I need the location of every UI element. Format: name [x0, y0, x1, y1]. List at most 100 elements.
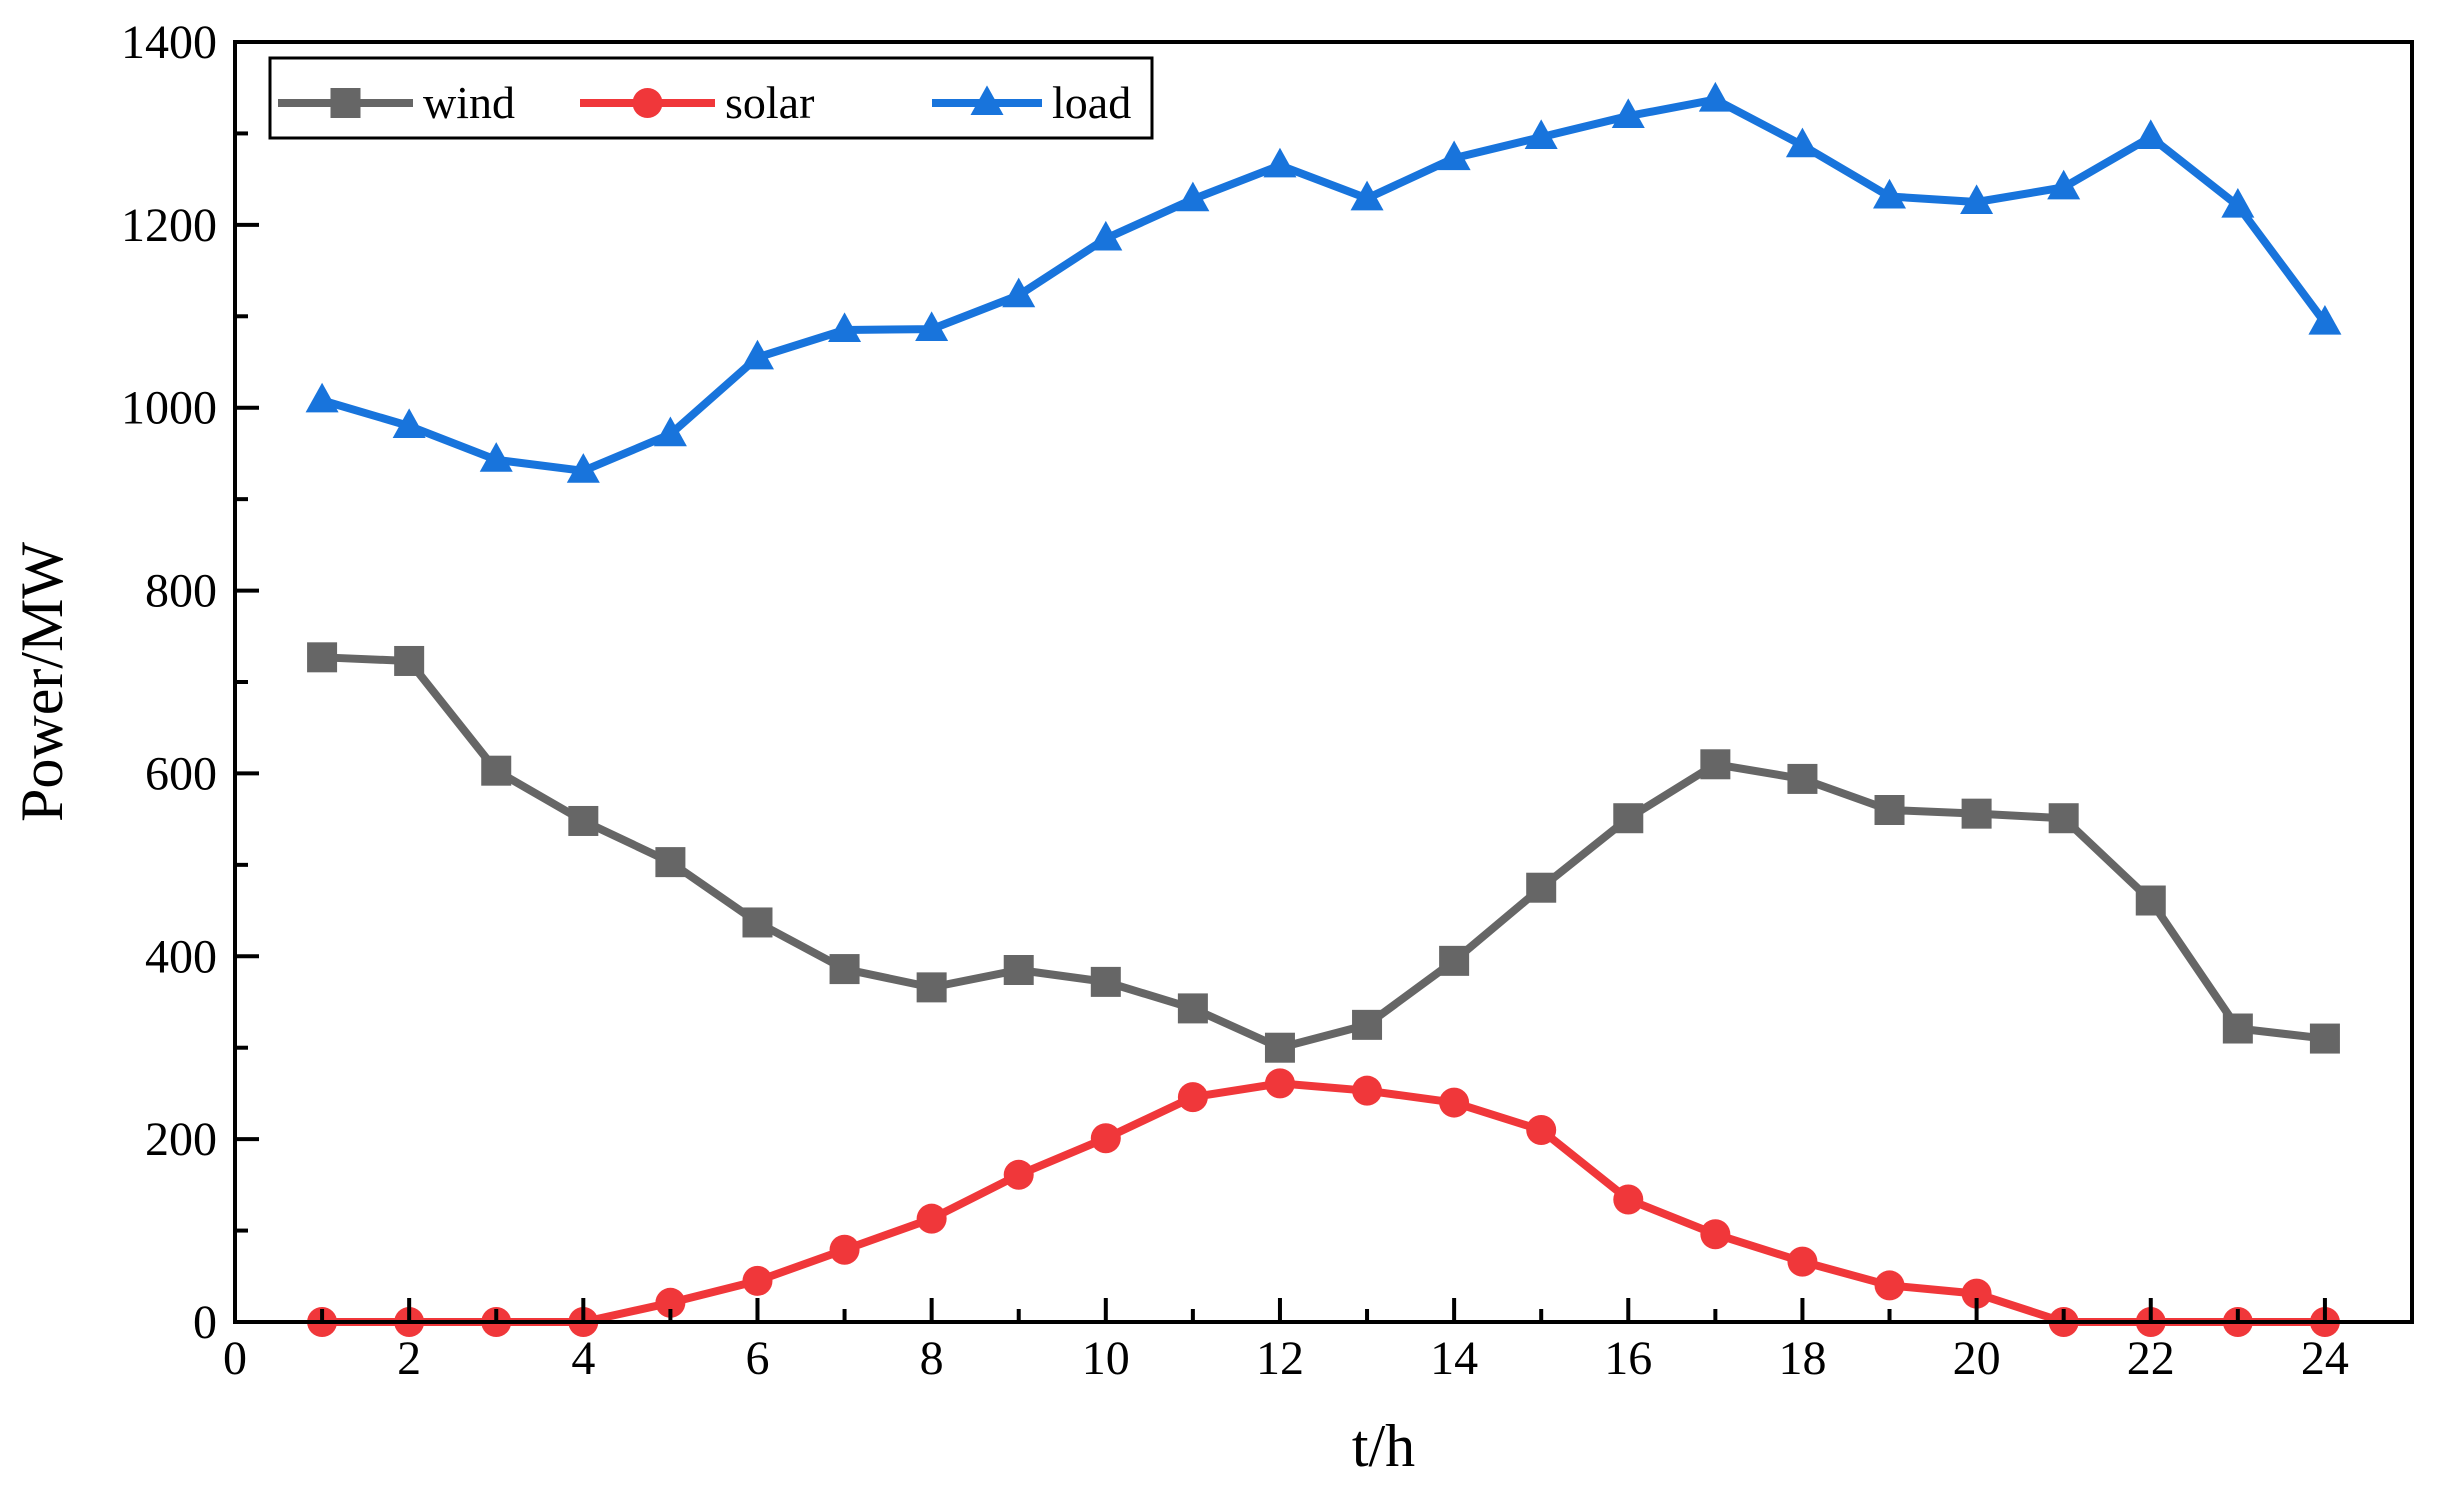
x-tick-label: 2 — [397, 1332, 421, 1385]
data-point-wind-22 — [2135, 885, 2166, 916]
data-point-load-11 — [1176, 181, 1210, 212]
x-tick-label: 18 — [1778, 1332, 1826, 1385]
data-point-wind-17 — [1700, 749, 1731, 780]
data-point-wind-10 — [1090, 966, 1121, 997]
data-point-solar-14 — [1439, 1087, 1470, 1118]
x-tick-label: 0 — [223, 1332, 247, 1385]
data-point-load-1 — [305, 382, 339, 413]
legend-label-load: load — [1052, 77, 1131, 128]
data-point-load-24 — [2308, 305, 2342, 335]
series-wind — [307, 642, 2340, 1063]
data-point-solar-8 — [916, 1203, 947, 1234]
data-point-wind-2 — [394, 645, 425, 676]
data-point-solar-18 — [1787, 1246, 1818, 1277]
data-point-wind-23 — [2222, 1013, 2253, 1044]
data-point-solar-12 — [1264, 1068, 1295, 1099]
y-axis-title: Power/MW — [9, 542, 75, 822]
legend-label-wind: wind — [423, 77, 515, 128]
data-point-solar-5 — [655, 1287, 686, 1318]
data-point-wind-3 — [481, 755, 512, 786]
data-point-load-2 — [392, 408, 426, 438]
data-point-load-5 — [653, 416, 687, 447]
legend-marker-load — [970, 85, 1004, 115]
data-point-load-8 — [915, 311, 949, 342]
data-point-wind-16 — [1613, 803, 1644, 834]
data-point-load-9 — [1002, 277, 1036, 308]
data-point-solar-19 — [1874, 1270, 1905, 1301]
data-point-solar-10 — [1090, 1123, 1121, 1154]
data-point-load-15 — [1524, 119, 1558, 150]
data-point-wind-12 — [1264, 1032, 1295, 1063]
data-point-solar-15 — [1526, 1115, 1557, 1145]
data-point-wind-14 — [1439, 945, 1470, 976]
x-tick-label: 16 — [1604, 1332, 1652, 1385]
data-point-solar-11 — [1177, 1082, 1208, 1113]
data-point-wind-8 — [916, 972, 947, 1003]
data-point-load-14 — [1437, 140, 1471, 171]
data-point-load-20 — [1960, 184, 1994, 214]
data-point-wind-24 — [2309, 1023, 2340, 1054]
series-line-load — [320, 95, 2329, 475]
data-point-load-13 — [1350, 180, 1384, 211]
y-tick-label: 1400 — [121, 16, 217, 69]
data-point-wind-5 — [655, 847, 686, 878]
data-point-wind-20 — [1961, 798, 1992, 829]
legend-marker-wind — [330, 88, 361, 118]
y-tick-label: 600 — [145, 747, 217, 800]
x-tick-label: 10 — [1082, 1332, 1130, 1385]
data-point-wind-4 — [568, 805, 599, 836]
data-point-load-3 — [479, 442, 513, 472]
x-tick-label: 8 — [920, 1332, 944, 1385]
legend: wind solar load — [268, 56, 1154, 140]
data-point-load-4 — [566, 453, 600, 483]
y-tick-label: 200 — [145, 1113, 217, 1166]
y-tick-label: 1200 — [121, 199, 217, 252]
data-point-wind-13 — [1352, 1009, 1383, 1040]
data-point-wind-1 — [307, 642, 338, 673]
data-point-load-7 — [828, 312, 862, 342]
y-tick-label: 0 — [193, 1296, 217, 1349]
data-point-load-18 — [1785, 127, 1819, 158]
x-tick-label: 24 — [2301, 1332, 2349, 1385]
data-point-wind-15 — [1526, 872, 1557, 903]
data-point-load-12 — [1263, 147, 1297, 178]
legend-item-load: load — [932, 77, 1131, 128]
legend-label-solar: solar — [725, 77, 814, 128]
data-point-wind-7 — [829, 954, 860, 985]
data-point-solar-20 — [1961, 1278, 1992, 1309]
legend-item-solar: solar — [580, 77, 814, 128]
data-point-wind-19 — [1874, 795, 1905, 825]
x-tick-label: 6 — [745, 1332, 769, 1385]
data-point-wind-18 — [1787, 763, 1818, 794]
x-axis-title: t/h — [1352, 1413, 1415, 1479]
x-tick-label: 14 — [1430, 1332, 1478, 1385]
series-line-wind — [321, 653, 2326, 1052]
data-point-load-23 — [2221, 187, 2255, 218]
data-point-solar-17 — [1700, 1219, 1731, 1250]
data-point-load-19 — [1873, 178, 1907, 209]
legend-box — [268, 56, 1154, 140]
data-point-wind-21 — [2048, 803, 2079, 834]
x-tick-label: 12 — [1256, 1332, 1304, 1385]
legend-item-wind: wind — [278, 77, 515, 128]
data-point-load-17 — [1698, 81, 1732, 112]
data-point-load-22 — [2134, 119, 2168, 150]
data-point-wind-9 — [1003, 955, 1034, 985]
legend-marker-solar — [632, 88, 663, 118]
data-point-load-21 — [2047, 169, 2081, 200]
plot-frame — [233, 40, 2414, 1324]
data-point-solar-7 — [829, 1234, 860, 1265]
data-point-wind-11 — [1177, 993, 1208, 1024]
data-point-load-6 — [740, 339, 774, 370]
series-solar — [307, 1068, 2340, 1337]
y-tick-label: 800 — [145, 565, 217, 618]
x-tick-label: 22 — [2127, 1332, 2175, 1385]
data-point-load-10 — [1089, 220, 1123, 251]
data-point-load-16 — [1611, 98, 1645, 129]
y-tick-label: 1000 — [121, 382, 217, 435]
data-point-solar-9 — [1003, 1159, 1034, 1190]
data-point-solar-16 — [1613, 1184, 1644, 1215]
y-tick-label: 400 — [145, 930, 217, 983]
